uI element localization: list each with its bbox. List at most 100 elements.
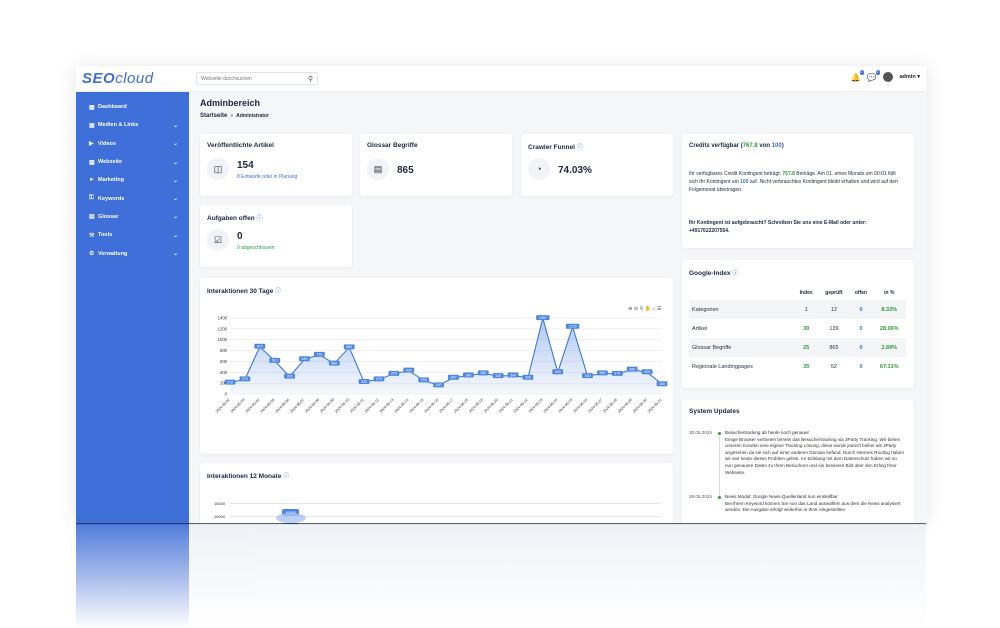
x-tick-label: 2024-05-23: [528, 398, 544, 414]
x-tick-label: 2024-05-05: [260, 398, 276, 414]
card-crawler: Crawler Funnel ⓘ ◔ 74.03%: [521, 134, 673, 196]
y-tick-label: 800: [220, 348, 228, 353]
book-icon: ▤: [367, 158, 389, 180]
y-tick-label: 0: [225, 392, 228, 397]
data-label-box: [388, 370, 400, 376]
menu-icon[interactable]: ☰: [657, 306, 663, 312]
data-label: 180: [659, 382, 665, 386]
data-label: 340: [465, 373, 471, 377]
search-icon[interactable]: ⚲: [307, 76, 313, 83]
website-icon: ▩: [89, 159, 95, 166]
data-label: 160: [436, 383, 442, 387]
clipboard-check-icon: ☑: [207, 229, 229, 251]
key-icon: ⚿: [89, 195, 94, 202]
breadcrumb-home[interactable]: Startseite: [200, 113, 228, 119]
data-label: 380: [599, 371, 605, 375]
data-label-box: [224, 379, 236, 385]
x-tick-label: 2024-05-28: [602, 398, 618, 414]
x-tick-label: 2024-05-10: [334, 398, 350, 414]
sidebar-item-videos[interactable]: ▶ Videos ⌄: [89, 140, 178, 148]
bell-icon[interactable]: 🔔 0: [850, 69, 864, 82]
x-tick-label: 2024-05-24: [543, 398, 559, 414]
video-icon: ▶: [89, 141, 94, 148]
data-label-box: [656, 381, 668, 387]
pan-icon[interactable]: ✋: [644, 306, 653, 312]
data-label-box: [522, 374, 534, 380]
card-credits: Credits verfügbar (767.8 von 100) Ihr ve…: [682, 134, 914, 248]
crawler-value: 74.03%: [558, 165, 592, 176]
table-row: Glossar Begriffe 25 865 0 2.89%: [689, 338, 906, 357]
chevron-down-icon: ⌄: [172, 122, 178, 129]
app-window: SEOcloud Webseite durchsuchen ⚲ 🔔 0 💬 0 ad…: [76, 66, 926, 524]
x-tick-label: 2024-05-13: [379, 398, 395, 414]
seocloud-logo[interactable]: SEOcloud: [82, 70, 154, 87]
data-label: 1397: [539, 316, 547, 320]
data-label-box: [328, 360, 340, 366]
sidebar-item-tools[interactable]: ⚒ Tools ⌄: [89, 232, 178, 239]
info-icon[interactable]: ⓘ: [283, 474, 290, 480]
sidebar-item-marketing[interactable]: ► Marketing ⌄: [89, 177, 178, 184]
data-label-box: [565, 323, 580, 329]
data-label: 450: [629, 367, 635, 371]
x-tick-label: 2024-05-15: [409, 398, 425, 414]
chevron-down-icon: ⌄: [172, 214, 178, 221]
data-label: 370: [391, 372, 397, 376]
media-icon: ▣: [89, 122, 95, 129]
zoom-in-icon[interactable]: ⊕: [628, 306, 634, 312]
sidebar-item-media[interactable]: ▣ Medien & Links ⌄: [89, 122, 178, 129]
user-menu[interactable]: admin ▾: [899, 74, 921, 80]
sidebar-item-keywords[interactable]: ⚿ Keywords ⌄: [89, 195, 178, 203]
data-label: 640: [301, 357, 307, 361]
x-tick-label: 2024-05-20: [483, 398, 499, 414]
data-label: 250: [421, 378, 427, 382]
table-row: Regionale Landingpages 35 52 0 67.31%: [692, 363, 899, 370]
data-label-box: [641, 369, 653, 375]
chevron-down-icon: ⌄: [172, 196, 178, 203]
y-tick-label: 18000: [214, 501, 226, 506]
chevron-down-icon: ⌄: [172, 159, 178, 166]
chevron-down-icon: ⌄: [172, 141, 178, 148]
megaphone-icon: ►: [89, 177, 95, 184]
sidebar-item-glossar[interactable]: ▤ Glossar ⌄: [89, 213, 178, 221]
data-label-box: [477, 370, 489, 376]
zoom-out-icon[interactable]: ⊖: [633, 306, 640, 312]
data-label: 210: [227, 380, 233, 384]
chevron-down-icon: ⌄: [172, 232, 178, 239]
chart-peak-marker: [276, 513, 306, 523]
sidebar-item-verwaltung[interactable]: ⚙ Verwaltung ⌄: [89, 250, 178, 258]
x-tick-label: 2024-05-19: [468, 398, 484, 414]
x-tick-label: 2024-05-08: [304, 398, 320, 414]
data-label: 320: [287, 374, 293, 378]
data-label-box: [433, 382, 444, 388]
wrench-icon: ⚒: [89, 232, 95, 239]
sidebar-item-webseite[interactable]: ▩ Webseite ⌄: [89, 159, 178, 166]
reflection: [76, 524, 926, 628]
chat-icon[interactable]: 💬 0: [866, 69, 880, 82]
sidebar-item-dashboard[interactable]: ▦ Dashboard: [89, 104, 127, 111]
data-label: 720: [316, 353, 322, 357]
data-label: 270: [242, 377, 248, 381]
avatar[interactable]: [882, 72, 893, 82]
data-label: 400: [555, 370, 561, 374]
info-icon[interactable]: ⓘ: [576, 145, 583, 151]
zoom-select-icon[interactable]: ⚲: [639, 306, 645, 312]
x-tick-label: 2024-05-22: [513, 398, 529, 414]
info-icon[interactable]: ⓘ: [732, 271, 739, 277]
card-system-updates: System Updates 30.05.2024 Besuchertracki…: [682, 400, 914, 524]
home-icon[interactable]: ⌂: [652, 306, 658, 312]
x-tick-label: 2024-05-29: [617, 398, 633, 414]
credits-contact: Ihr Kontingent ist aufgebraucht? Schreib…: [689, 220, 867, 234]
data-label-box: [403, 367, 415, 373]
search-input[interactable]: Webseite durchsuchen ⚲: [196, 72, 318, 85]
data-label: 860: [346, 345, 352, 349]
x-tick-label: 2024-05-18: [453, 398, 469, 414]
info-icon[interactable]: ⓘ: [275, 289, 282, 295]
x-tick-label: 2024-05-16: [423, 398, 439, 414]
tasks-done: 0 abgeschlossen: [237, 245, 275, 251]
info-icon[interactable]: ⓘ: [256, 216, 263, 222]
data-label-box: [597, 370, 608, 376]
data-label: 340: [510, 373, 516, 377]
x-tick-label: 2024-05-12: [364, 398, 380, 414]
y-tick-label: 600: [220, 359, 228, 364]
drafts-link[interactable]: 8 Entwürfe oder in Planung: [237, 174, 298, 180]
